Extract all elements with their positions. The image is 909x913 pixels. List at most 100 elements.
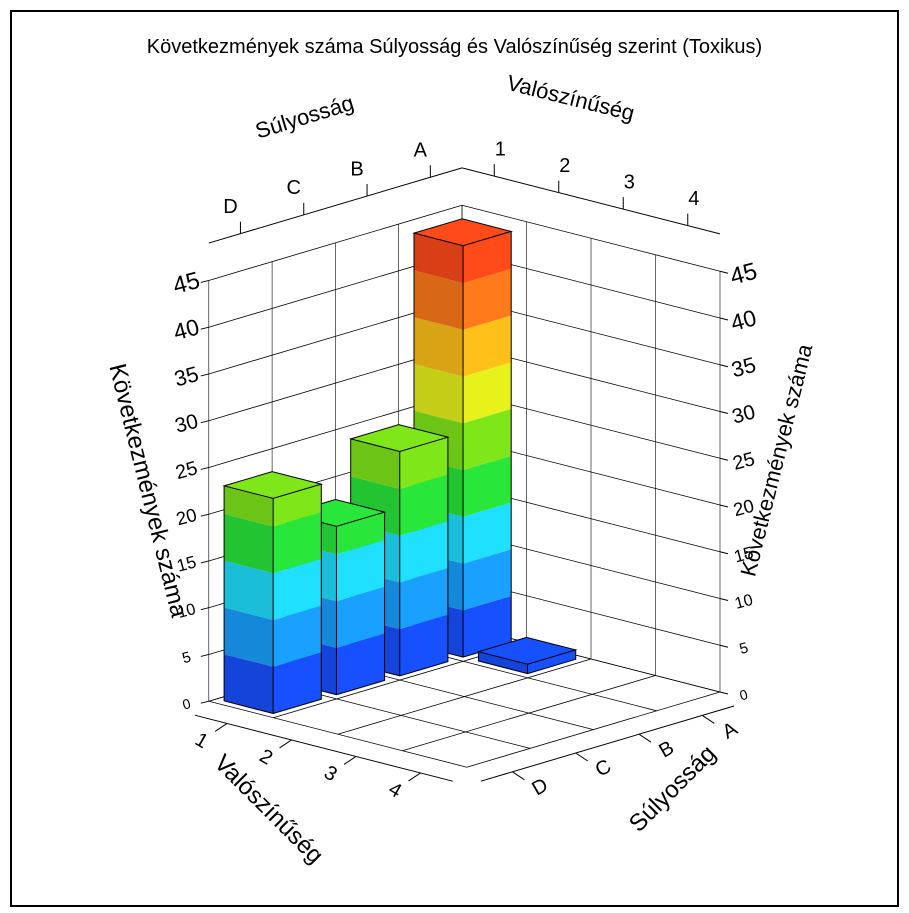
right-value-tick-label: 25 [730,448,757,475]
bottom-probability-tick-label: 2 [256,745,277,770]
bar-face-left [414,364,464,424]
top-probability-axis-title: Valószínűség [504,70,637,126]
bottom-severity-tick [512,771,525,781]
bar-face-right [527,649,576,674]
bottom-severity-tick [702,714,715,724]
right-value-tick-label: 40 [728,304,759,336]
left-value-tick-label: 35 [171,361,201,391]
top-probability-tick-label: 1 [495,138,506,160]
bottom-severity-axis [480,705,735,782]
right-value-tick-label: 10 [733,591,755,613]
bottom-severity-tick-label: C [592,755,616,781]
bottom-probability-tick-label: 1 [191,729,212,754]
bottom-probability-axis [194,714,453,782]
bottom-probability-tick [214,723,228,732]
right-value-tick [719,644,729,648]
bottom-severity-tick-label: D [528,774,552,800]
bar-face-right [463,362,512,424]
bar-face-right [463,409,512,471]
right-value-tick-label: 0 [738,686,750,704]
left-value-tick [200,653,209,657]
bar-face-left [224,654,274,714]
bar-face-right [273,512,322,574]
floor-gridline-probability [402,675,656,752]
bar-face-right [399,437,448,489]
top-severity-tick-label: A [414,140,428,162]
bar-face-right [273,484,322,527]
top-axis-probability [461,167,721,235]
bar-face-left [224,560,274,620]
bar-face-right [463,549,512,611]
floor-gridline-probability [466,691,721,768]
bar-face-left [414,317,464,377]
left-value-tick-label: 0 [181,695,193,713]
bar-face-left [414,270,464,330]
left-value-tick-label: 5 [180,649,193,668]
bottom-severity-tick [638,733,652,743]
bar-face-right [463,596,512,658]
top-severity-axis-title: Súlyosság [252,90,356,144]
left-value-tick [200,326,209,330]
top-axis-severity [208,167,463,244]
bottom-probability-tick [279,739,292,749]
left-value-tick-label: 30 [172,410,200,438]
bar-face-right [336,633,385,695]
top-probability-tick-label: 3 [624,171,635,193]
bar-face-right [399,474,448,536]
bar-face-right [399,521,448,583]
right-value-tick-label: 5 [738,639,751,658]
bottom-probability-tick-label: 3 [320,762,341,787]
top-severity-tick-label: C [287,177,301,199]
left-value-tick [200,607,209,611]
right-value-tick [719,364,729,368]
right-value-tick [719,457,729,461]
chart-title: Következmények száma Súlyosság és Valósz… [146,36,763,58]
bar-D1 [222,471,324,715]
right-value-tick [719,270,729,274]
left-value-tick-label: 10 [176,600,198,622]
bar-face-left [224,513,274,574]
right-value-tick [719,317,729,321]
left-value-tick [200,466,209,470]
bar-face-left [350,438,400,489]
left-value-tick [200,560,209,564]
bar-face-right [463,268,512,330]
bottom-probability-tick [408,772,421,782]
chart-frame: Következmények száma Súlyosság és Valósz… [10,10,899,907]
bar-face-right [463,231,512,284]
bar-face-left [224,485,274,527]
right-value-tick [719,411,729,414]
left-value-tick [200,513,209,517]
top-severity-tick-label: B [350,158,363,180]
bar-face-right [463,315,512,377]
bar-face-left [414,233,464,284]
top-severity-tick-label: D [223,196,237,218]
bottom-severity-tick-label: B [655,737,678,763]
bar-face-left [478,651,528,674]
bar-face-right [273,558,322,620]
bar-face-right [463,455,512,517]
left-value-tick-label: 45 [170,267,203,300]
bar-outline [223,484,322,715]
right-value-tick-label: 45 [727,258,760,291]
bottom-severity-tick-label: A [719,718,742,744]
right-value-tick-label: 30 [730,400,758,428]
right-value-tick [719,691,729,695]
bottom-probability-tick-label: 4 [385,778,406,803]
right-value-tick [719,504,729,508]
bar-face-right [463,502,512,564]
bottom-severity-tick [575,752,589,762]
bar-face-right [273,605,322,667]
left-value-tick-label: 20 [174,504,199,530]
bar-face-left [224,607,274,667]
bar-face-right [336,512,385,555]
left-value-axis-title: Következmények száma [103,361,192,621]
left-value-tick [200,700,209,704]
right-value-tick-label: 35 [729,352,759,382]
left-value-tick [200,373,209,377]
bar-face-right [399,568,448,630]
left-value-tick-label: 15 [175,551,199,575]
bar-face-right [399,614,448,676]
bar-face-right [336,540,385,602]
